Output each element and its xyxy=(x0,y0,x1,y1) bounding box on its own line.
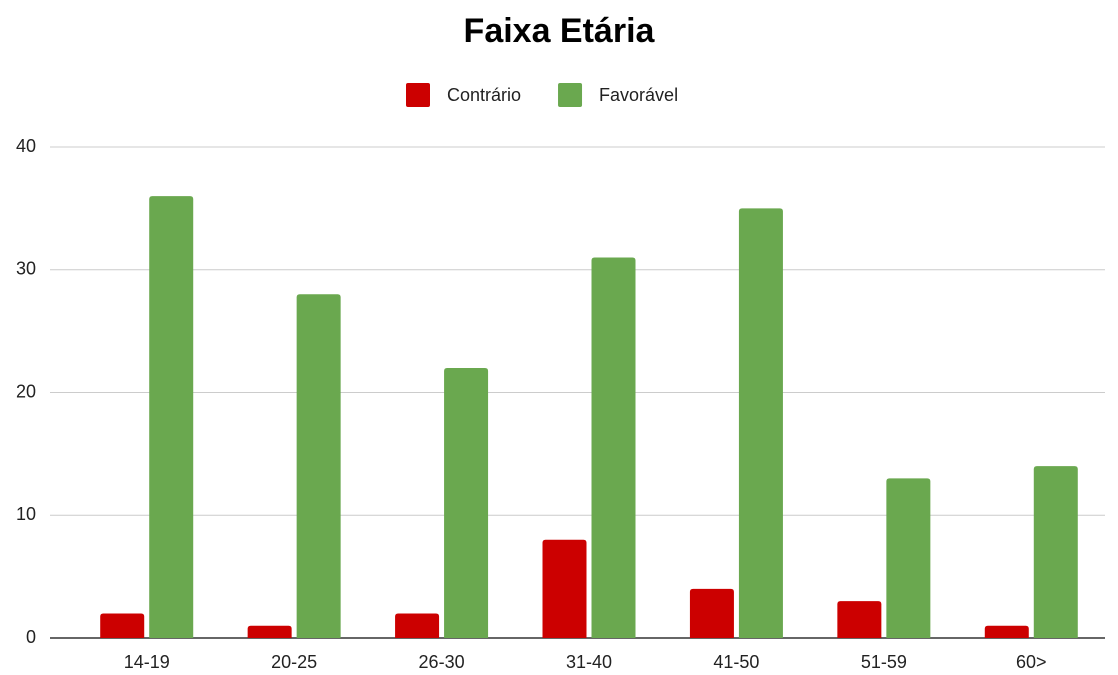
bar xyxy=(149,196,194,638)
legend-swatch xyxy=(558,83,583,107)
legend-label: Contrário xyxy=(447,85,521,105)
x-tick-label: 41-50 xyxy=(713,652,759,672)
x-tick-label: 14-19 xyxy=(124,652,170,672)
bar xyxy=(444,367,489,638)
y-tick-label: 40 xyxy=(16,136,36,156)
bar xyxy=(591,257,636,638)
bar xyxy=(247,625,292,638)
legend-label: Favorável xyxy=(599,85,678,105)
x-tick-label: 20-25 xyxy=(271,652,317,672)
bar xyxy=(296,294,341,638)
bar xyxy=(984,625,1029,638)
x-tick-label: 26-30 xyxy=(419,652,465,672)
y-tick-label: 20 xyxy=(16,381,36,401)
bar xyxy=(886,478,931,638)
chart-title: Faixa Etária xyxy=(464,12,656,50)
bar xyxy=(395,613,440,638)
legend-swatch xyxy=(406,83,430,107)
y-tick-label: 10 xyxy=(16,504,36,524)
bar xyxy=(738,208,783,638)
y-tick-label: 30 xyxy=(16,259,36,279)
bar xyxy=(837,601,882,638)
x-tick-label: 31-40 xyxy=(566,652,612,672)
x-tick-label: 51-59 xyxy=(861,652,907,672)
y-tick-label: 0 xyxy=(26,627,36,647)
x-tick-label: 60> xyxy=(1016,652,1047,672)
bar xyxy=(689,588,734,638)
bar xyxy=(542,539,587,638)
bar xyxy=(1033,466,1078,638)
bar xyxy=(100,613,145,638)
